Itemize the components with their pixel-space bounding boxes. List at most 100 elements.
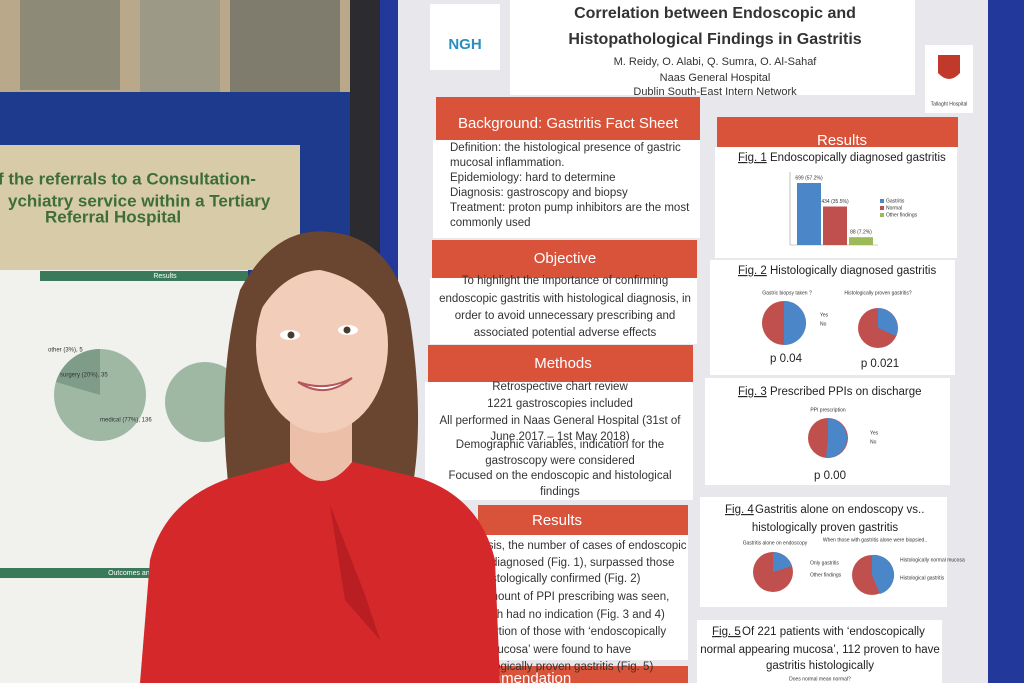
pie-slice (872, 554, 895, 594)
p-value: p 0.04 (770, 353, 803, 365)
pie-title: Gastritis alone on endoscopy (743, 540, 808, 546)
logo-shield (938, 55, 960, 79)
legend-entry: Yes (820, 312, 829, 318)
poster-title: Referral Hospital (45, 207, 181, 226)
title-box (510, 0, 915, 95)
pie-slice (784, 301, 806, 345)
pie-label: surgery (20%), 35 (60, 373, 108, 379)
body-line: histologically confirmed (Fig. 2) (482, 573, 641, 585)
window-pane (20, 0, 120, 90)
poster-title: Correlation between Endoscopic and (574, 5, 856, 22)
body-line: tologically proven gastritis (Fig. 5) (482, 661, 653, 673)
section-header (717, 117, 958, 147)
authors: M. Reidy, O. Alabi, Q. Sumra, O. Al-Saha… (614, 56, 818, 68)
body-line: 1221 gastroscopies included (487, 398, 633, 410)
figure-title: Prescribed PPIs on discharge (770, 386, 922, 398)
pie-title: PPI prescription (810, 407, 846, 413)
section-heading: Outcomes and Sugg (108, 570, 172, 577)
body-line: s diagnosed (Fig. 1), surpassed those (482, 557, 674, 569)
body-line: All performed in Naas General Hospital (… (440, 415, 682, 427)
figure-label: Fig. 3 (738, 386, 767, 398)
legend-entry: No (820, 321, 827, 327)
bar-label: 434 (35.5%) (821, 199, 849, 205)
legend-swatch (880, 213, 884, 217)
figure-text: gastritis histologically (766, 660, 874, 672)
figure-text: normal appearing mucosa’, 112 proven to … (700, 644, 940, 656)
p-value: p 0.021 (861, 358, 899, 370)
body-line: June 2017 – 1st May 2018) (490, 431, 630, 443)
body-line: ysis, the number of cases of endoscopic (482, 540, 687, 552)
poster-title: ychiatry service within a Tertiary (8, 191, 271, 210)
pupil (287, 331, 295, 339)
pie-label: medical (77%), 136 (100, 418, 152, 424)
pie-slice (826, 418, 848, 459)
body-line: To highlight the importance of confirmin… (462, 275, 668, 287)
legend-entry: Normal (886, 205, 902, 211)
body-line: mucosal inflammation. (450, 157, 564, 169)
pie-slice (773, 552, 792, 572)
poster-header (0, 145, 300, 270)
logo-text: NGH (448, 36, 481, 53)
section-header (478, 505, 688, 535)
bar-label: 88 (7.2%) (850, 230, 872, 236)
body-line: Focused on the endoscopic and histologic… (448, 470, 671, 482)
bar (849, 237, 873, 245)
smile (297, 377, 353, 391)
figure-label: Fig. 2 (738, 265, 767, 277)
body-line: order to avoid unnecessary prescribing a… (455, 310, 676, 322)
body-line: Epidemiology: hard to determine (450, 172, 616, 184)
poster-title: f the referrals to a Consultation- (0, 169, 256, 188)
body-line: associated potential adverse effects (474, 327, 657, 339)
face (256, 257, 388, 433)
main-poster: NGH Correlation between Endoscopic and H… (393, 0, 988, 683)
figure-box (697, 620, 942, 683)
body-line: amount of PPI prescribing was seen, (482, 591, 669, 603)
legend-swatch (880, 199, 884, 203)
shirt-fold (330, 505, 380, 640)
body-line: findings (540, 486, 580, 498)
bar (823, 206, 847, 245)
pie-slice (56, 349, 100, 395)
legend-entry: Only gastritis (810, 560, 839, 566)
body-line: Definition: the histological presence of… (450, 142, 681, 154)
affiliation: Naas General Hospital (660, 72, 771, 84)
section-body (430, 278, 697, 344)
body-line: endoscopic gastritis with histological d… (439, 293, 691, 305)
section-heading: Methods (534, 355, 592, 372)
legend-swatch (880, 206, 884, 210)
pie-title: Histologically proven gastritis? (844, 290, 911, 296)
hair-fringe (255, 248, 392, 330)
section-body (433, 140, 700, 238)
poster-title: Histopathological Findings in Gastritis (568, 31, 861, 48)
legend-entry: Other findings (886, 212, 918, 218)
body-line: Demographic variables, indication for th… (456, 439, 664, 451)
window-pane (230, 0, 340, 95)
pie-slice (878, 308, 898, 336)
section-bar (40, 271, 248, 281)
section-heading: Results (153, 273, 177, 280)
section-heading: Results (532, 512, 582, 529)
section-body (478, 535, 688, 660)
logo-box (430, 4, 500, 70)
legend-entry: Histologically normal mucosa (900, 557, 965, 563)
figure-label: Fig. 1 (738, 152, 767, 164)
legend-entry: Histological gastritis (900, 575, 945, 581)
figure-label: Fig. 5 (712, 626, 741, 638)
section-heading: Results (817, 132, 867, 149)
section-heading: Objective (534, 250, 597, 267)
figure-text: Does normal mean normal? (789, 676, 851, 682)
figure-title: Histologically diagnosed gastritis (770, 265, 936, 277)
pie-title: When those with gastritis alone were bio… (823, 537, 927, 543)
pie-label: other (3%), 5 (48, 348, 83, 354)
legend-entry: No (870, 439, 877, 445)
section-header (436, 97, 700, 140)
body-line: Diagnosis: gastroscopy and biopsy (450, 187, 628, 199)
figure-title: Gastritis alone on endoscopy vs.. (755, 504, 924, 516)
section-header (432, 240, 697, 278)
body-line: l mucosa’ were found to have (482, 644, 631, 656)
bar (797, 183, 821, 245)
affiliation: Dublin South-East Intern Network (633, 86, 797, 98)
shirt (140, 462, 500, 683)
body-line: Treatment: proton pump inhibitors are th… (450, 202, 690, 214)
